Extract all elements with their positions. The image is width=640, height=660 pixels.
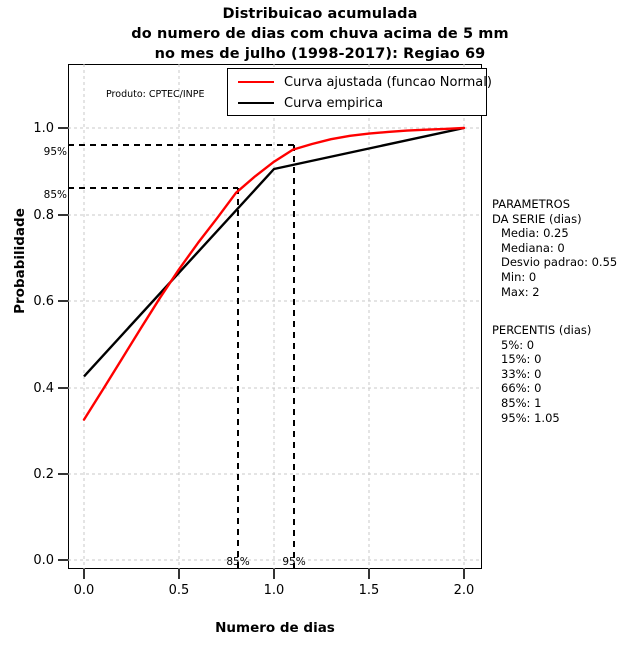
- title-line-1: Distribuicao acumulada: [222, 6, 418, 22]
- produto-note: Produto: CPTEC/INPE: [106, 89, 205, 100]
- legend-line-icon-black: [238, 102, 274, 104]
- x-tick-2: 1.0: [263, 583, 285, 598]
- parameter-min: Min: 0: [501, 269, 537, 284]
- title-line-2: do numero de dias com chuva acima de 5 m…: [131, 26, 509, 42]
- percentile-guide-95: [68, 144, 295, 569]
- gridlines-horizontal: [68, 127, 482, 561]
- percentis-header: PERCENTIS (dias): [492, 323, 592, 337]
- x-tick-3: 1.5: [358, 583, 380, 598]
- title-line-3: no mes de julho (1998-2017): Regiao 69: [154, 46, 486, 62]
- parameter-media: Media: 0.25: [501, 226, 569, 241]
- parameter-desvio-padrao: Desvio padrao: 0.55: [501, 255, 618, 270]
- y-axis-title: Probabilidade: [12, 208, 28, 314]
- legend: Curva ajustada (funcao Normal) Curva emp…: [227, 68, 492, 116]
- x-axis-title: Numero de dias: [215, 620, 335, 636]
- y-tick-4: 0.8: [33, 208, 54, 223]
- series-curva-empirica: [83, 126, 465, 378]
- series-curva-ajustada: [82, 126, 466, 421]
- percentil-15: 15%: 0: [501, 352, 542, 367]
- parameters-header-1: PARAMETROS: [492, 197, 571, 211]
- percentile-guide-85: [68, 187, 239, 569]
- y-marker-85: 85%: [43, 189, 67, 201]
- percentil-95: 95%: 1.05: [501, 410, 560, 425]
- parameter-max: Max: 2: [501, 284, 540, 299]
- x-marker-85: 85%: [226, 556, 250, 568]
- percentil-66: 66%: 0: [501, 381, 542, 396]
- y-axis-ticks: [58, 127, 68, 561]
- percentil-5: 5%: 0: [501, 337, 535, 352]
- legend-label-1: Curva empirica: [284, 95, 384, 111]
- page-title: Distribuicao acumulada do numero de dias…: [0, 4, 640, 64]
- x-tick-4: 2.0: [453, 583, 475, 598]
- percentis-block: PERCENTIS (dias) 5%: 0 15%: 0 33%: 0 66%…: [492, 323, 591, 425]
- parameters-block: PARAMETROS DA SERIE (dias) Media: 0.25 M…: [492, 197, 617, 299]
- percentil-33: 33%: 0: [501, 366, 542, 381]
- percentil-85: 85%: 1: [501, 395, 542, 410]
- y-marker-95: 95%: [43, 146, 67, 158]
- gridlines-vertical: [83, 64, 465, 569]
- plot-area: [68, 64, 482, 569]
- legend-line-icon-red: [238, 81, 274, 83]
- legend-item-curva-ajustada: Curva ajustada (funcao Normal): [228, 71, 492, 93]
- y-tick-5: 1.0: [33, 121, 54, 136]
- x-tick-0: 0.0: [73, 583, 95, 598]
- legend-label-0: Curva ajustada (funcao Normal): [284, 74, 492, 90]
- parameter-mediana: Mediana: 0: [501, 240, 565, 255]
- parameters-header-2: DA SERIE (dias): [492, 211, 582, 226]
- y-tick-0: 0.0: [33, 553, 54, 568]
- y-tick-1: 0.2: [33, 467, 54, 482]
- y-tick-3: 0.6: [33, 294, 54, 309]
- x-axis-ticks: [83, 569, 465, 579]
- y-tick-2: 0.4: [33, 381, 54, 396]
- legend-item-curva-empirica: Curva empirica: [228, 92, 383, 114]
- x-tick-1: 0.5: [168, 583, 190, 598]
- x-marker-95: 95%: [282, 556, 306, 568]
